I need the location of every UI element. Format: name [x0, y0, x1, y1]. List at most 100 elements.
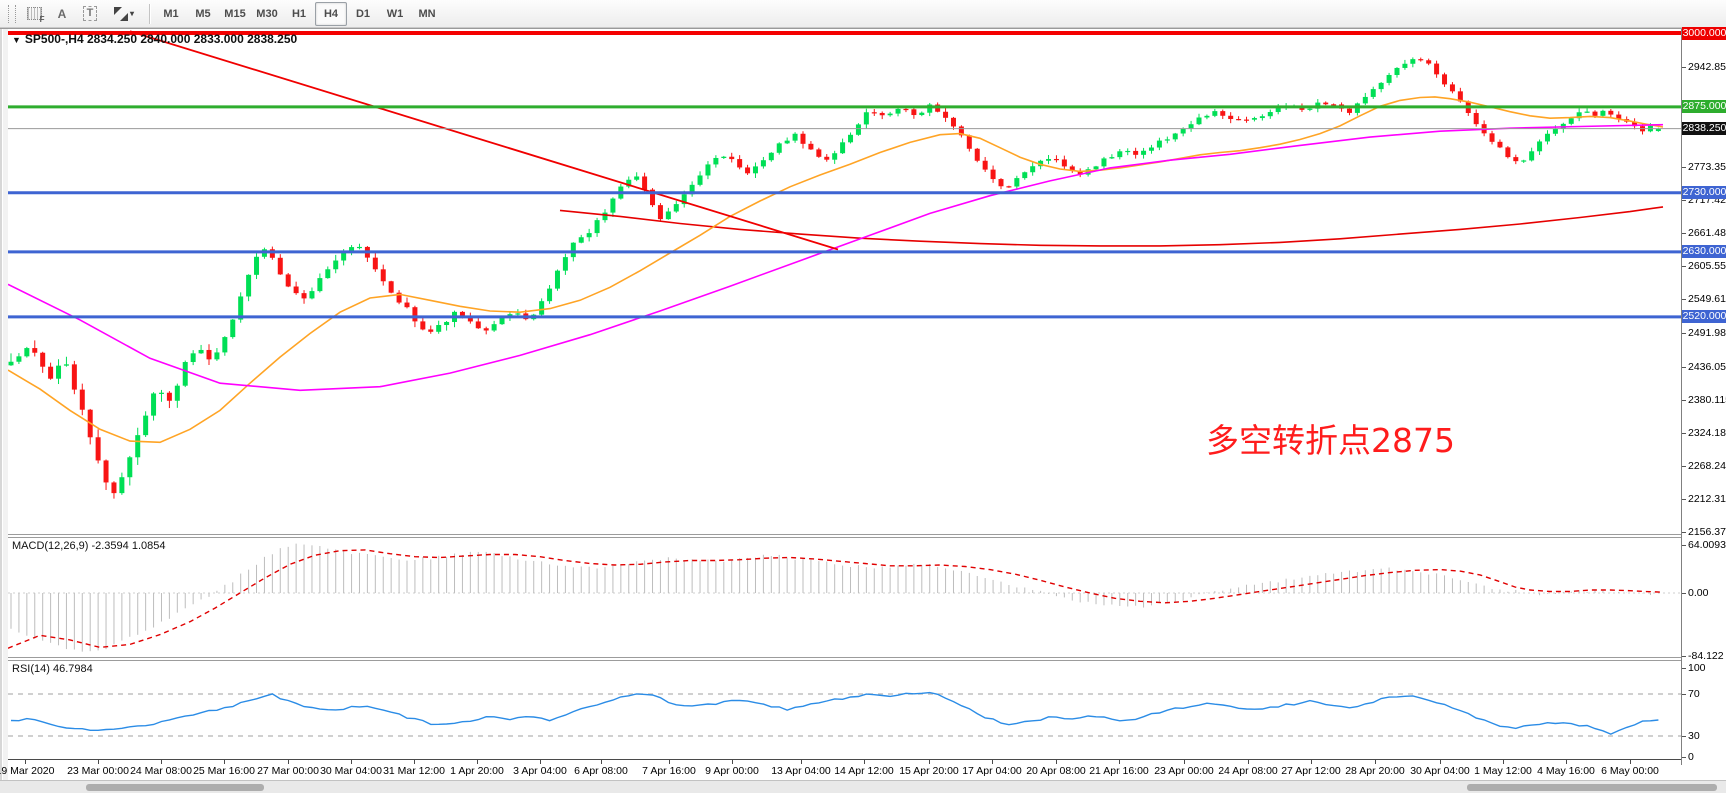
- chart-window: ▼ SP500-,H4 2834.250 2840.000 2833.000 28…: [0, 26, 1726, 793]
- time-axis-label: 14 Apr 12:00: [834, 765, 894, 777]
- symbol-title[interactable]: ▼ SP500-,H4 2834.250 2840.000 2833.000 28…: [12, 32, 298, 46]
- time-axis-label: 24 Mar 08:00: [130, 765, 192, 777]
- tf-button-m30[interactable]: M30: [256, 7, 278, 20]
- price-tick-label: 2436.050: [1688, 360, 1726, 373]
- tf-button-w1[interactable]: W1: [386, 7, 404, 20]
- price-badge: 2730.000: [1682, 186, 1726, 200]
- price-tick-label: 2549.615: [1688, 293, 1726, 306]
- rsi-panel[interactable]: RSI(14) 46.7984: [8, 661, 1681, 759]
- price-tick-mark: [1682, 66, 1686, 68]
- time-axis-label: 3 Apr 04:00: [513, 765, 567, 777]
- price-tick-label: 2156.375: [1688, 525, 1726, 538]
- text-label-button[interactable]: A: [48, 2, 76, 26]
- dropdown-caret-icon: ▾: [129, 9, 134, 18]
- time-axis-label: 25 Mar 16:00: [193, 765, 255, 777]
- tf-button-mn[interactable]: MN: [418, 7, 436, 20]
- time-tick-mark: [992, 760, 993, 764]
- price-tick-mark: [1682, 299, 1686, 301]
- toolbar-separator: [149, 3, 150, 24]
- time-tick-mark: [929, 760, 930, 764]
- time-tick-mark: [224, 760, 225, 764]
- time-tick-mark: [1503, 760, 1504, 764]
- rsi-tick-mark: [1682, 694, 1686, 695]
- price-tick-label: 2661.485: [1688, 227, 1726, 240]
- panel-separator[interactable]: [8, 657, 1681, 661]
- tf-button-m15[interactable]: M15: [224, 7, 246, 20]
- crosshair-drag-icon: [113, 6, 128, 21]
- macd-tick-mark: [1682, 656, 1686, 657]
- time-tick-mark: [1440, 760, 1441, 764]
- rsi-tick-mark: [1682, 736, 1686, 737]
- time-tick-mark: [98, 760, 99, 764]
- macd-panel[interactable]: MACD(12,26,9) -2.3594 1.0854: [8, 538, 1681, 657]
- main-chart-canvas[interactable]: [8, 29, 1681, 534]
- time-tick-mark: [161, 760, 162, 764]
- macd-axis-label: -84.122: [1688, 650, 1724, 662]
- price-badge: 2875.000: [1682, 100, 1726, 114]
- time-axis-label: 28 Apr 20:00: [1345, 765, 1405, 777]
- text-box-button[interactable]: T: [76, 2, 104, 26]
- macd-axis-label: 0.00: [1688, 587, 1709, 599]
- price-axis[interactable]: 2942.8552773.3552717.4202661.4852605.550…: [1681, 26, 1726, 765]
- panel-separator[interactable]: [8, 534, 1681, 538]
- tf-button-h1[interactable]: H1: [291, 7, 307, 20]
- tf-button-d1[interactable]: D1: [355, 7, 371, 20]
- toolbar: F A T ▾ M1 M5 M15 M30 H1 H4 D1 W1 MN: [0, 0, 1726, 28]
- rsi-tick-mark: [1682, 757, 1686, 758]
- time-tick-mark: [25, 760, 26, 764]
- time-tick-mark: [1056, 760, 1057, 764]
- rsi-axis-label: 0: [1688, 751, 1694, 763]
- cursor-mode-button[interactable]: ▾: [104, 2, 144, 26]
- time-axis[interactable]: 19 Mar 2020 23 Mar 00:00 24 Mar 08:00 25 Ma…: [0, 759, 1681, 781]
- timeframe-bar: M1 M5 M15 M30 H1 H4 D1 W1 MN: [155, 1, 443, 26]
- rsi-canvas[interactable]: [8, 661, 1681, 759]
- price-panel[interactable]: ▼ SP500-,H4 2834.250 2840.000 2833.000 28…: [8, 29, 1681, 534]
- chart-annotation[interactable]: 多空转折点2875: [1206, 421, 1455, 460]
- tf-button-m1[interactable]: M1: [163, 7, 179, 20]
- collapse-triangle-icon[interactable]: ▼: [12, 35, 21, 45]
- price-tick-mark: [1682, 465, 1686, 467]
- scrollbar-thumb[interactable]: [1467, 784, 1717, 791]
- toolbar-grip[interactable]: [8, 4, 16, 23]
- time-tick-mark: [1119, 760, 1120, 764]
- price-tick-mark: [1682, 266, 1686, 268]
- time-axis-label: 23 Mar 00:00: [67, 765, 129, 777]
- price-tick-label: 2380.115: [1688, 393, 1726, 406]
- price-tick-mark: [1682, 399, 1686, 401]
- tf-button-h4[interactable]: H4: [315, 1, 347, 26]
- time-axis-label: 13 Apr 04:00: [771, 765, 831, 777]
- time-tick-mark: [477, 760, 478, 764]
- macd-canvas[interactable]: [8, 538, 1681, 657]
- price-tick-mark: [1682, 498, 1686, 500]
- bottom-scrollbar[interactable]: [0, 780, 1726, 793]
- price-badge: 2630.000: [1682, 245, 1726, 259]
- time-tick-mark: [1184, 760, 1185, 764]
- time-axis-label: 4 May 16:00: [1537, 765, 1595, 777]
- price-tick-label: 2212.310: [1688, 492, 1726, 505]
- time-tick-mark: [414, 760, 415, 764]
- time-axis-label: 24 Apr 08:00: [1218, 765, 1278, 777]
- time-tick-mark: [540, 760, 541, 764]
- time-tick-mark: [732, 760, 733, 764]
- time-tick-mark: [1311, 760, 1312, 764]
- time-axis-label: 6 May 00:00: [1601, 765, 1659, 777]
- time-tick-mark: [601, 760, 602, 764]
- scrollbar-thumb[interactable]: [86, 784, 264, 791]
- tf-button-m5[interactable]: M5: [195, 7, 211, 20]
- time-axis-label: 19 Mar 2020: [0, 765, 55, 777]
- time-axis-label: 1 May 12:00: [1474, 765, 1532, 777]
- time-tick-mark: [1566, 760, 1567, 764]
- price-tick-mark: [1682, 233, 1686, 235]
- indicator-grid-button[interactable]: F: [20, 2, 48, 26]
- time-axis-label: 9 Apr 00:00: [705, 765, 759, 777]
- rsi-label: RSI(14) 46.7984: [12, 663, 93, 675]
- letter-a-icon: A: [57, 6, 67, 21]
- macd-label: MACD(12,26,9) -2.3594 1.0854: [12, 540, 166, 552]
- plot-region: ▼ SP500-,H4 2834.250 2840.000 2833.000 28…: [0, 29, 1681, 793]
- time-tick-mark: [1375, 760, 1376, 764]
- price-tick-mark: [1682, 200, 1686, 202]
- time-axis-label: 27 Mar 00:00: [257, 765, 319, 777]
- price-tick-mark: [1682, 167, 1686, 169]
- macd-tick-mark: [1682, 593, 1686, 594]
- price-tick-label: 2773.355: [1688, 161, 1726, 174]
